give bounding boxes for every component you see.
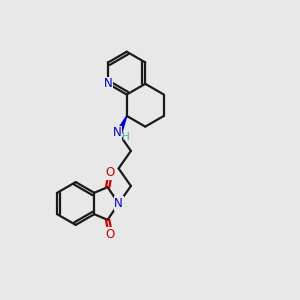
Text: H: H bbox=[122, 132, 130, 142]
Text: N: N bbox=[113, 126, 122, 139]
Polygon shape bbox=[116, 116, 127, 135]
Text: N: N bbox=[114, 197, 123, 210]
Text: O: O bbox=[106, 228, 115, 241]
Text: O: O bbox=[106, 166, 115, 179]
Text: N: N bbox=[104, 77, 112, 90]
